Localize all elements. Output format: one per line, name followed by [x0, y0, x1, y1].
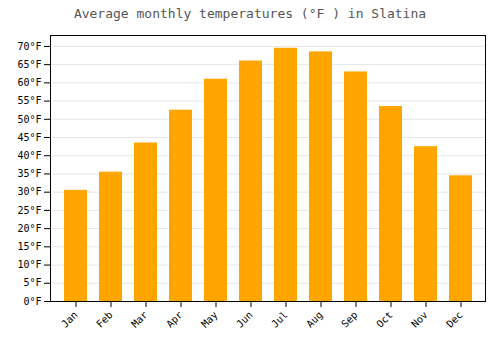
svg-text:65°F: 65°F — [17, 59, 41, 70]
svg-text:60°F: 60°F — [17, 77, 41, 88]
svg-text:25°F: 25°F — [17, 205, 41, 216]
svg-text:Jul: Jul — [269, 309, 290, 330]
svg-text:5°F: 5°F — [23, 277, 41, 288]
svg-text:Jun: Jun — [234, 309, 255, 330]
svg-text:35°F: 35°F — [17, 168, 41, 179]
svg-text:30°F: 30°F — [17, 186, 41, 197]
svg-text:50°F: 50°F — [17, 114, 41, 125]
html-text:Average monthly temperatures (: Average monthly temperatures (°F ) in Sl… — [73, 6, 427, 21]
svg-text:20°F: 20°F — [17, 223, 41, 234]
svg-text:40°F: 40°F — [17, 150, 41, 161]
svg-text:May: May — [199, 309, 220, 330]
svg-text:Apr: Apr — [164, 309, 185, 330]
svg-text:Feb: Feb — [94, 309, 115, 330]
svg-text:Dec: Dec — [444, 309, 465, 330]
svg-text:0°F: 0°F — [23, 296, 41, 307]
svg-text:15°F: 15°F — [17, 241, 41, 252]
svg-text:Sep: Sep — [339, 309, 360, 330]
svg-text:55°F: 55°F — [17, 95, 41, 106]
svg-text:Oct: Oct — [374, 309, 395, 330]
svg-text:Nov: Nov — [409, 309, 430, 330]
svg-text:10°F: 10°F — [17, 259, 41, 270]
svg-text:Jan: Jan — [59, 309, 80, 330]
svg-text:Aug: Aug — [304, 309, 325, 330]
svg-text:45°F: 45°F — [17, 132, 41, 143]
svg-text:Mar: Mar — [129, 309, 150, 330]
svg-text:70°F: 70°F — [17, 41, 41, 52]
